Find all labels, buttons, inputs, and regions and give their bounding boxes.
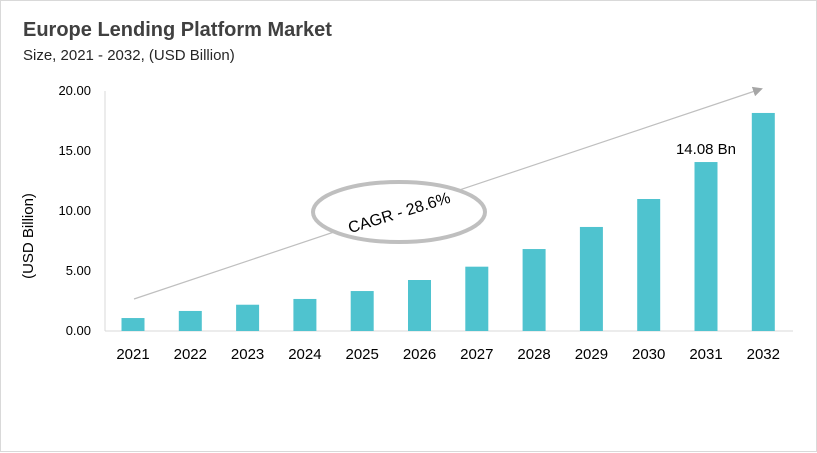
y-tick-label: 0.00: [66, 323, 91, 338]
bar-2024: [293, 298, 317, 331]
bar-2030: [637, 199, 661, 331]
x-tick-label: 2032: [747, 346, 780, 363]
bar-2023: [236, 304, 260, 331]
x-tick-label: 2027: [460, 346, 493, 363]
bar-2027: [465, 266, 489, 331]
y-tick-label: 10.00: [58, 203, 91, 218]
x-tick-label: 2024: [288, 346, 321, 363]
x-tick-label: 2022: [174, 346, 207, 363]
bar-2026: [408, 280, 431, 331]
bar-2022: [178, 310, 202, 331]
x-tick-label: 2031: [689, 346, 722, 363]
y-tick-label: 15.00: [58, 143, 91, 158]
x-tick-label: 2023: [231, 346, 264, 363]
y-tick-label: 5.00: [66, 263, 91, 278]
y-tick-label: 20.00: [58, 83, 91, 98]
bar-2028: [522, 249, 546, 331]
bar-2021: [121, 318, 145, 331]
x-tick-label: 2030: [632, 346, 665, 363]
bar-2032: [751, 112, 775, 332]
bar-2029: [579, 226, 603, 331]
bar-2031: [694, 162, 718, 331]
cagr-ellipse: [311, 180, 487, 244]
x-tick-label: 2029: [575, 346, 608, 363]
chart-subtitle: Size, 2021 - 2032, (USD Billion): [23, 47, 235, 64]
x-tick-label: 2021: [116, 346, 149, 363]
data-label-2031: 14.08 Bn: [676, 141, 736, 158]
x-tick-label: 2028: [517, 346, 550, 363]
x-tick-label: 2025: [346, 346, 379, 363]
bar-2025: [350, 291, 374, 331]
chart-title: Europe Lending Platform Market: [23, 19, 332, 41]
x-tick-label: 2026: [403, 346, 436, 363]
y-axis-label: (USD Billion): [20, 193, 37, 279]
